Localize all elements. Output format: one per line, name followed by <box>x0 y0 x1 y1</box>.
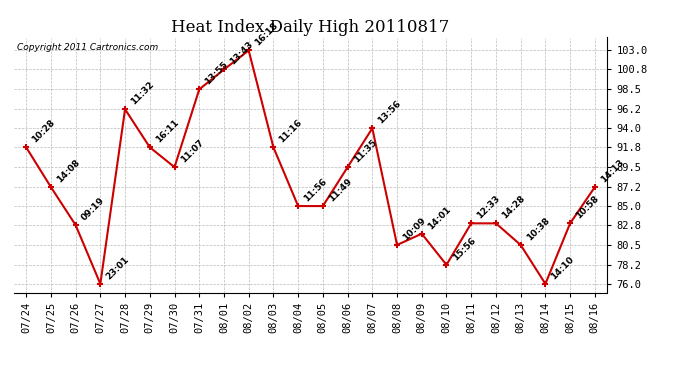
Text: 11:07: 11:07 <box>179 138 206 164</box>
Text: 16:11: 16:11 <box>154 118 181 144</box>
Text: 13:55: 13:55 <box>204 60 230 87</box>
Text: 13:56: 13:56 <box>377 99 403 126</box>
Text: 14:08: 14:08 <box>55 158 81 184</box>
Text: Copyright 2011 Cartronics.com: Copyright 2011 Cartronics.com <box>17 43 158 52</box>
Text: 11:35: 11:35 <box>352 138 378 164</box>
Text: 11:16: 11:16 <box>277 118 304 144</box>
Text: 14:13: 14:13 <box>599 158 626 184</box>
Text: 11:49: 11:49 <box>327 177 354 203</box>
Text: 15:56: 15:56 <box>451 236 477 262</box>
Text: 10:38: 10:38 <box>525 216 551 242</box>
Text: 16:18: 16:18 <box>253 21 279 48</box>
Text: 14:10: 14:10 <box>549 255 576 281</box>
Text: 23:01: 23:01 <box>104 255 131 281</box>
Text: 13:43: 13:43 <box>228 40 255 67</box>
Text: 10:58: 10:58 <box>574 194 601 220</box>
Text: 12:33: 12:33 <box>475 194 502 220</box>
Text: 11:32: 11:32 <box>129 80 156 106</box>
Text: 11:56: 11:56 <box>302 177 329 203</box>
Text: 09:19: 09:19 <box>80 196 106 222</box>
Text: 10:09: 10:09 <box>401 216 428 242</box>
Text: 14:28: 14:28 <box>500 194 526 220</box>
Text: 14:01: 14:01 <box>426 204 453 231</box>
Title: Heat Index Daily High 20110817: Heat Index Daily High 20110817 <box>171 19 450 36</box>
Text: 10:28: 10:28 <box>30 118 57 144</box>
